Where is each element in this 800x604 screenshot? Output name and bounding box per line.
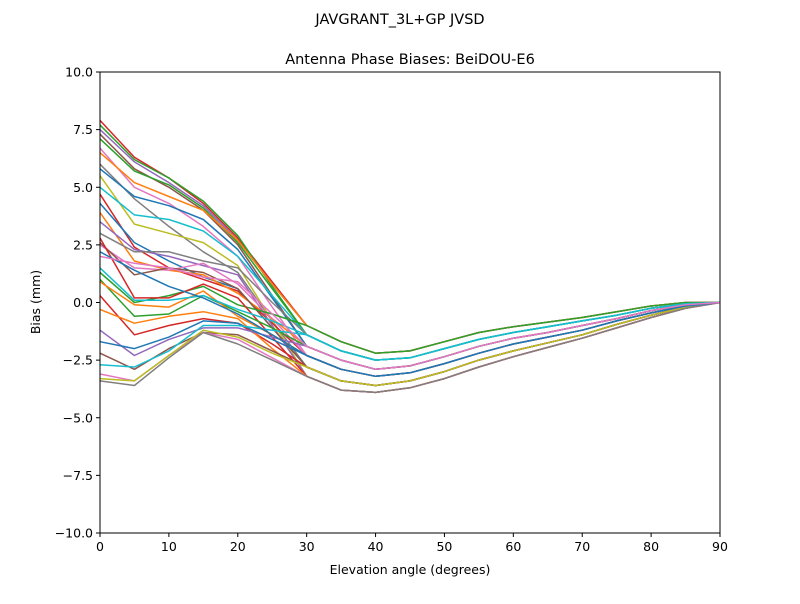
y-tick-label: 7.5 bbox=[73, 122, 93, 137]
x-tick-label: 30 bbox=[299, 539, 315, 554]
series-line-31 bbox=[99, 301, 721, 387]
x-axis-label: Elevation angle (degrees) bbox=[330, 562, 491, 577]
y-tick-label: 10.0 bbox=[65, 65, 93, 80]
x-tick-label: 90 bbox=[712, 539, 728, 554]
x-tick-label: 0 bbox=[96, 539, 104, 554]
series-line-34 bbox=[99, 255, 721, 371]
y-tick-label: −2.5 bbox=[63, 353, 93, 368]
series-line-33 bbox=[99, 251, 721, 378]
chart-title: Antenna Phase Biases: BeiDOU-E6 bbox=[285, 52, 535, 68]
y-tick-label: 2.5 bbox=[73, 237, 93, 252]
series-line-29 bbox=[99, 301, 721, 368]
x-tick-label: 10 bbox=[161, 539, 177, 554]
x-axis: 0 10 20 30 40 50 60 70 80 90 bbox=[96, 533, 728, 554]
series-group bbox=[99, 119, 721, 394]
y-tick-label: −5.0 bbox=[63, 410, 93, 425]
x-tick-label: 70 bbox=[574, 539, 590, 554]
series-line-19 bbox=[99, 271, 720, 354]
y-axis: −10.0 −7.5 −5.0 −2.5 0.0 2.5 5.0 7.5 10.0 bbox=[55, 65, 100, 541]
y-tick-label: 0.0 bbox=[73, 295, 93, 310]
x-tick-label: 20 bbox=[230, 539, 246, 554]
x-tick-label: 80 bbox=[643, 539, 659, 554]
y-tick-label: 5.0 bbox=[73, 180, 93, 195]
y-tick-label: −7.5 bbox=[63, 468, 93, 483]
figure-suptitle: JAVGRANT_3L+GP JVSD bbox=[314, 12, 484, 28]
y-tick-label: −10.0 bbox=[55, 526, 93, 541]
series-line-32 bbox=[99, 301, 721, 394]
x-tick-label: 60 bbox=[505, 539, 521, 554]
x-tick-label: 40 bbox=[368, 539, 384, 554]
y-axis-label: Bias (mm) bbox=[28, 270, 43, 334]
x-tick-label: 50 bbox=[436, 539, 452, 554]
